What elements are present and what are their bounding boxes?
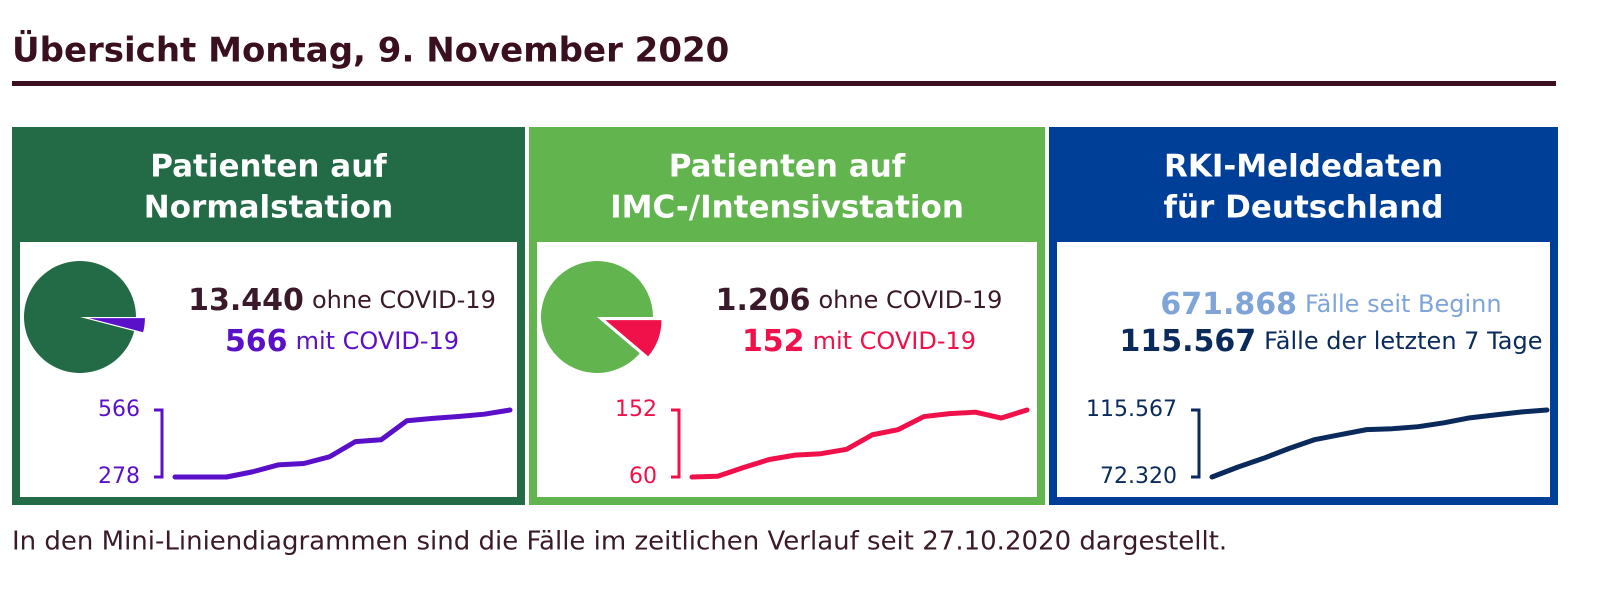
sparkline — [689, 407, 1030, 480]
stat-value: 115.567 — [1120, 324, 1257, 359]
panel: Patienten auf IMC-/Intensivstation 1.206 oh… — [529, 127, 1045, 505]
pie-slice — [541, 260, 653, 373]
panel-title: Normalstation — [144, 190, 393, 226]
stat-text: mit COVID-19 — [296, 327, 460, 355]
y-tick-label: 278 — [98, 464, 140, 489]
stat-text: mit COVID-19 — [813, 327, 977, 355]
stat-text: ohne COVID-19 — [312, 286, 496, 314]
stat-text: Fälle der letzten 7 Tage — [1264, 327, 1542, 355]
stat-line: 13.440 ohne COVID-19 — [188, 283, 496, 318]
panel-title: Patienten auf — [150, 149, 387, 185]
sparkline — [172, 407, 513, 480]
stat-text: ohne COVID-19 — [819, 286, 1003, 314]
stat-line: 152 mit COVID-19 — [742, 324, 976, 359]
stat-text: Fälle seit Beginn — [1305, 290, 1502, 318]
y-tick-label: 115.567 — [1086, 397, 1177, 422]
sparkline — [1209, 407, 1550, 480]
stat-line: 566 mit COVID-19 — [225, 324, 459, 359]
y-tick-label: 152 — [615, 397, 657, 422]
stat-line: 115.567 Fälle der letzten 7 Tage — [1120, 324, 1543, 359]
stat-value: 13.440 — [188, 283, 304, 318]
stat-value: 566 — [225, 324, 288, 359]
panel-title: RKI-Meldedaten — [1164, 149, 1443, 185]
page-title: Übersicht Montag, 9. November 2020 — [12, 30, 729, 71]
footnote: In den Mini-Liniendiagrammen sind die Fä… — [12, 527, 1227, 557]
y-tick-label: 72.320 — [1100, 464, 1177, 489]
pie-slice — [24, 261, 136, 373]
panel-inner — [1057, 242, 1550, 497]
stat-value: 671.868 — [1160, 287, 1297, 322]
panel: Patienten auf Normalstation 13.440 ohne COV… — [12, 127, 525, 505]
panel: RKI-Meldedaten für Deutschland 671.868 Fäll… — [1049, 127, 1558, 505]
panel-title: für Deutschland — [1164, 190, 1444, 226]
title-rule — [12, 81, 1556, 86]
pie-slice — [605, 320, 662, 357]
stat-value: 1.206 — [716, 283, 811, 318]
stat-value: 152 — [742, 324, 805, 359]
stat-line: 671.868 Fälle seit Beginn — [1160, 287, 1501, 322]
panel-title: IMC-/Intensivstation — [610, 190, 964, 226]
y-tick-label: 60 — [629, 464, 657, 489]
stat-line: 1.206 ohne COVID-19 — [716, 283, 1003, 318]
pie-slice — [88, 318, 145, 333]
y-tick-label: 566 — [98, 397, 140, 422]
panel-title: Patienten auf — [669, 149, 906, 185]
